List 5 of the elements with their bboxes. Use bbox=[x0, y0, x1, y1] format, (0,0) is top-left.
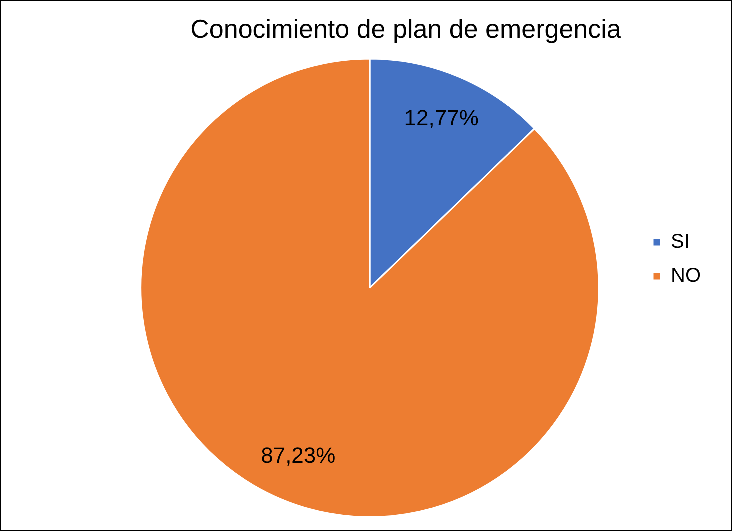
legend-label: SI bbox=[671, 231, 690, 254]
legend-label: NO bbox=[671, 265, 701, 288]
chart-title: Conocimiento de plan de emergencia bbox=[190, 14, 622, 44]
data-label: 12,77% bbox=[404, 105, 479, 130]
data-label: 87,23% bbox=[261, 442, 336, 468]
